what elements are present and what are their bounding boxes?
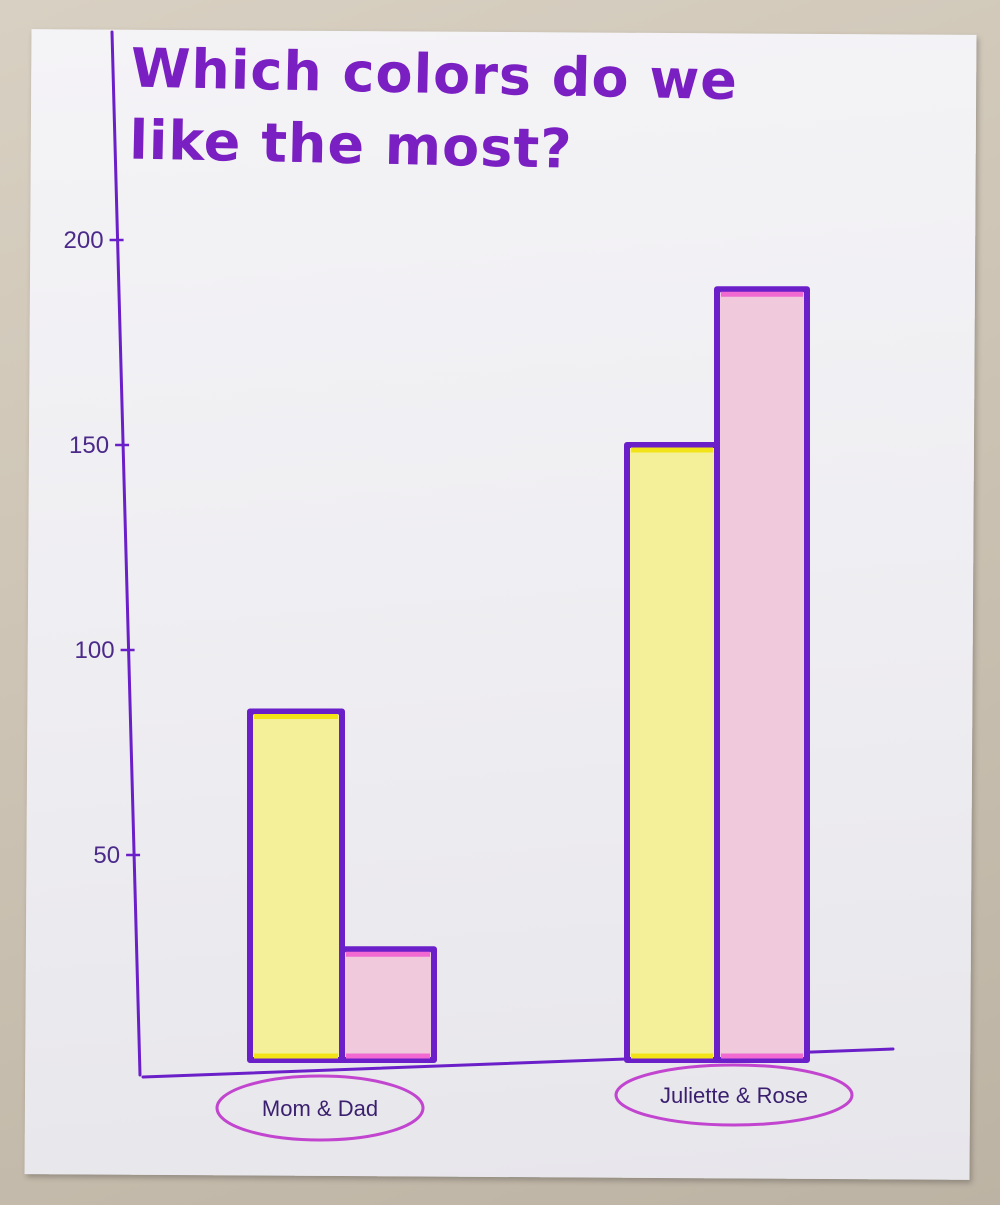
category-label-juliette-rose: Juliette & Rose (660, 1083, 808, 1108)
bar-juliette-rose-yellow (624, 442, 720, 1063)
category-oval-mom-dad (215, 1074, 425, 1142)
category-label-mom-dad: Mom & Dad (262, 1096, 378, 1121)
y-tick-label-100: 100 (75, 637, 115, 664)
bar-mom-dad-yellow (247, 708, 345, 1063)
bars (247, 286, 810, 1063)
y-tick-label-150: 150 (69, 432, 109, 459)
category-oval-juliette-rose (614, 1063, 854, 1127)
bar-juliette-rose-pink (714, 286, 810, 1063)
y-tick-label-50: 50 (93, 842, 120, 869)
x-axis-categories: Mom & Dad Juliette & Rose (215, 1063, 854, 1142)
y-axis-line (110, 30, 142, 1077)
y-tick-label-200: 200 (64, 227, 104, 254)
y-axis-ticks: 50 100 150 200 (64, 227, 141, 869)
bar-mom-dad-pink (339, 946, 437, 1063)
